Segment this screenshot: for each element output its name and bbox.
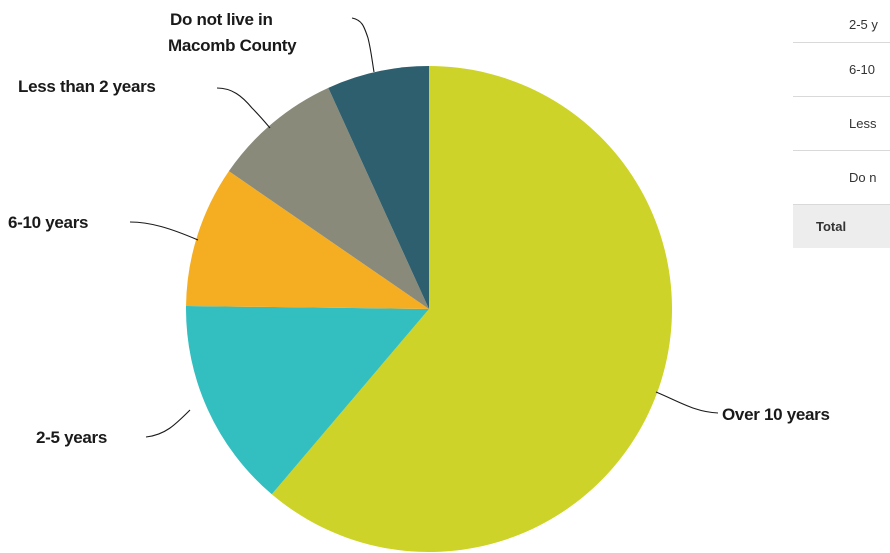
table-row-label: 6-10 [849,62,876,77]
leader-6-10 [129,221,199,241]
pie-slice-over-10-years [271,65,673,552]
pie-slice-6-10-years [186,171,429,309]
table-total-label: Total [816,219,847,234]
leader-do-not-live [351,17,375,73]
label-6-10-years: 6-10 years [8,213,88,232]
pie-slices [186,65,673,552]
table-total-row: Total [793,205,890,248]
table-row-label: 2-5 y [849,17,878,32]
leader-2-5 [145,409,191,438]
label-less-than-2-years: Less than 2 years [18,77,156,96]
table-row: Do n [793,151,890,205]
table-row-label: Do n [849,170,877,185]
table-row: 6-10 [793,43,890,97]
pie-slice-2-5-years [186,305,429,495]
pie-slice-less-than-2-years [228,87,429,309]
table-row-label: Less [849,116,877,131]
leader-less-than-2 [216,87,271,129]
table-row: Less [793,97,890,151]
label-do-not-live-line2: Macomb County [168,36,297,55]
label-over-10-years: Over 10 years [722,405,830,424]
leader-over-10 [655,391,719,414]
data-table: 2-5 y 6-10 Less Do n Total [793,0,890,248]
label-2-5-years: 2-5 years [36,428,107,447]
pie-slice-do-not-live-in-macomb-county [328,65,429,309]
label-do-not-live-line1: Do not live in [170,10,273,29]
table-row: 2-5 y [793,0,890,43]
